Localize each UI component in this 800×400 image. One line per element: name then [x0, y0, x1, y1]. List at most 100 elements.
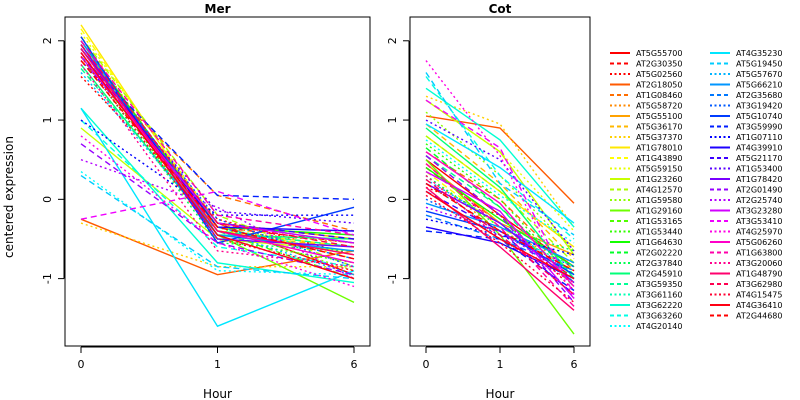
x-axis-label: Hour	[486, 387, 515, 400]
legend-item: AT1G64630	[610, 238, 682, 247]
series-lines	[80, 24, 355, 328]
series-line-at3g20060	[80, 64, 355, 268]
legend-item: AT5G36170	[610, 123, 682, 132]
legend-label: AT3G53410	[736, 217, 782, 226]
y-tick-label: 2	[386, 37, 399, 44]
series-line-at3g62220	[80, 107, 355, 284]
legend-item: AT2G44680	[710, 312, 782, 321]
series-line-at4g36410	[80, 52, 355, 280]
x-tick-label: 6	[351, 358, 358, 371]
legend-item: AT1G53400	[710, 165, 782, 174]
legend-item: AT1G78010	[610, 144, 682, 153]
series-line-at4g35230	[80, 107, 355, 328]
y-tick-label: 1	[386, 117, 399, 124]
legend-item: AT3G23280	[710, 207, 782, 216]
series-line-at3g19420	[425, 198, 575, 268]
legend-item: AT1G78420	[710, 175, 782, 184]
y-tick-label: 0	[41, 196, 54, 203]
legend-label: AT2G44680	[736, 312, 782, 321]
legend-label: AT4G36410	[736, 301, 782, 310]
legend-label: AT5G10740	[736, 112, 782, 121]
legend-label: AT1G08460	[636, 91, 682, 100]
legend: AT5G55700AT2G30350AT5G02560AT2G18050AT1G…	[610, 49, 782, 331]
series-line-at1g63800	[80, 40, 355, 236]
series-line-at5g66210	[425, 202, 575, 264]
series-line-at4g25970	[425, 60, 575, 299]
x-axis: 0 1 6	[423, 346, 578, 371]
legend-label: AT2G02220	[636, 249, 682, 258]
legend-item: AT1G53440	[610, 228, 682, 237]
legend-item: AT1G08460	[610, 91, 682, 100]
series-line-at5g19450	[425, 72, 575, 236]
x-tick-label: 0	[78, 358, 85, 371]
series-line-at4g36410	[425, 190, 575, 280]
series-line-at2g44680	[80, 60, 355, 260]
panel-title: Cot	[489, 2, 512, 16]
legend-label: AT1G29160	[636, 207, 682, 216]
series-line-at4g12570	[425, 135, 575, 264]
legend-label: AT2G18050	[636, 81, 682, 90]
legend-label: AT5G66210	[736, 81, 782, 90]
legend-label: AT2G45910	[636, 270, 682, 279]
legend-item: AT2G35680	[710, 91, 782, 100]
legend-item: AT2G45910	[610, 270, 682, 279]
legend-label: AT5G37370	[636, 133, 682, 142]
panel-cot: Cot 0 1 6 Hour -1 0 1 2	[386, 2, 591, 400]
legend-label: AT5G59150	[636, 165, 682, 174]
legend-item: AT4G36410	[710, 301, 782, 310]
legend-label: AT3G62220	[636, 301, 682, 310]
legend-label: AT5G36170	[636, 123, 682, 132]
legend-label: AT4G12570	[636, 186, 682, 195]
legend-label: AT1G53400	[736, 165, 782, 174]
legend-label: AT1G59580	[636, 196, 682, 205]
series-line-at3g62980	[425, 178, 575, 296]
series-line-at3g53410	[80, 190, 355, 236]
series-line-at1g48790	[80, 48, 355, 256]
legend-label: AT5G57670	[736, 70, 782, 79]
y-axis: -1 0 1 2	[386, 37, 410, 284]
legend-item: AT3G62980	[710, 280, 782, 289]
legend-item: AT2G18050	[610, 81, 682, 90]
legend-label: AT1G78420	[736, 175, 782, 184]
x-axis: 0 1 6	[78, 346, 358, 371]
legend-label: AT3G63260	[636, 312, 682, 321]
legend-item: AT2G25740	[710, 196, 782, 205]
series-line-at2g01490	[425, 155, 575, 303]
legend-label: AT2G30350	[636, 60, 682, 69]
legend-label: AT3G19420	[736, 102, 782, 111]
legend-item: AT3G63260	[610, 312, 682, 321]
legend-item: AT1G23260	[610, 175, 682, 184]
legend-item: AT1G43890	[610, 154, 682, 163]
legend-label: AT5G02560	[636, 70, 682, 79]
y-tick-label: -1	[41, 273, 54, 284]
x-axis-label: Hour	[203, 387, 232, 400]
legend-label: AT3G61160	[636, 291, 682, 300]
legend-item: AT5G66210	[710, 81, 782, 90]
legend-label: AT3G59990	[736, 123, 782, 132]
legend-label: AT3G59350	[636, 280, 682, 289]
series-line-at4g20140	[425, 139, 575, 244]
legend-label: AT5G55700	[636, 49, 682, 58]
x-tick-label: 0	[423, 358, 430, 371]
legend-item: AT1G07110	[710, 133, 782, 142]
legend-item: AT2G30350	[610, 60, 682, 69]
series-line-at2g18050	[80, 218, 355, 276]
series-line-at4g39910	[425, 226, 575, 280]
legend-label: AT1G07110	[736, 133, 782, 142]
panel-title: Mer	[205, 2, 231, 16]
legend-item: AT3G19420	[710, 102, 782, 111]
legend-label: AT5G19450	[736, 60, 782, 69]
x-tick-label: 1	[214, 358, 221, 371]
legend-item: AT5G21170	[710, 154, 782, 163]
legend-label: AT1G23260	[636, 175, 682, 184]
series-line-at1g53440	[425, 143, 575, 280]
legend-label: AT5G55100	[636, 112, 682, 121]
legend-label: AT5G21170	[736, 154, 782, 163]
plot-frame	[409, 16, 591, 347]
series-line-at4g15475	[80, 56, 355, 272]
y-tick-label: 2	[41, 37, 54, 44]
y-axis-label: centered expression	[2, 136, 16, 258]
x-tick-label: 1	[497, 358, 504, 371]
series-line-at3g62220	[425, 87, 575, 228]
